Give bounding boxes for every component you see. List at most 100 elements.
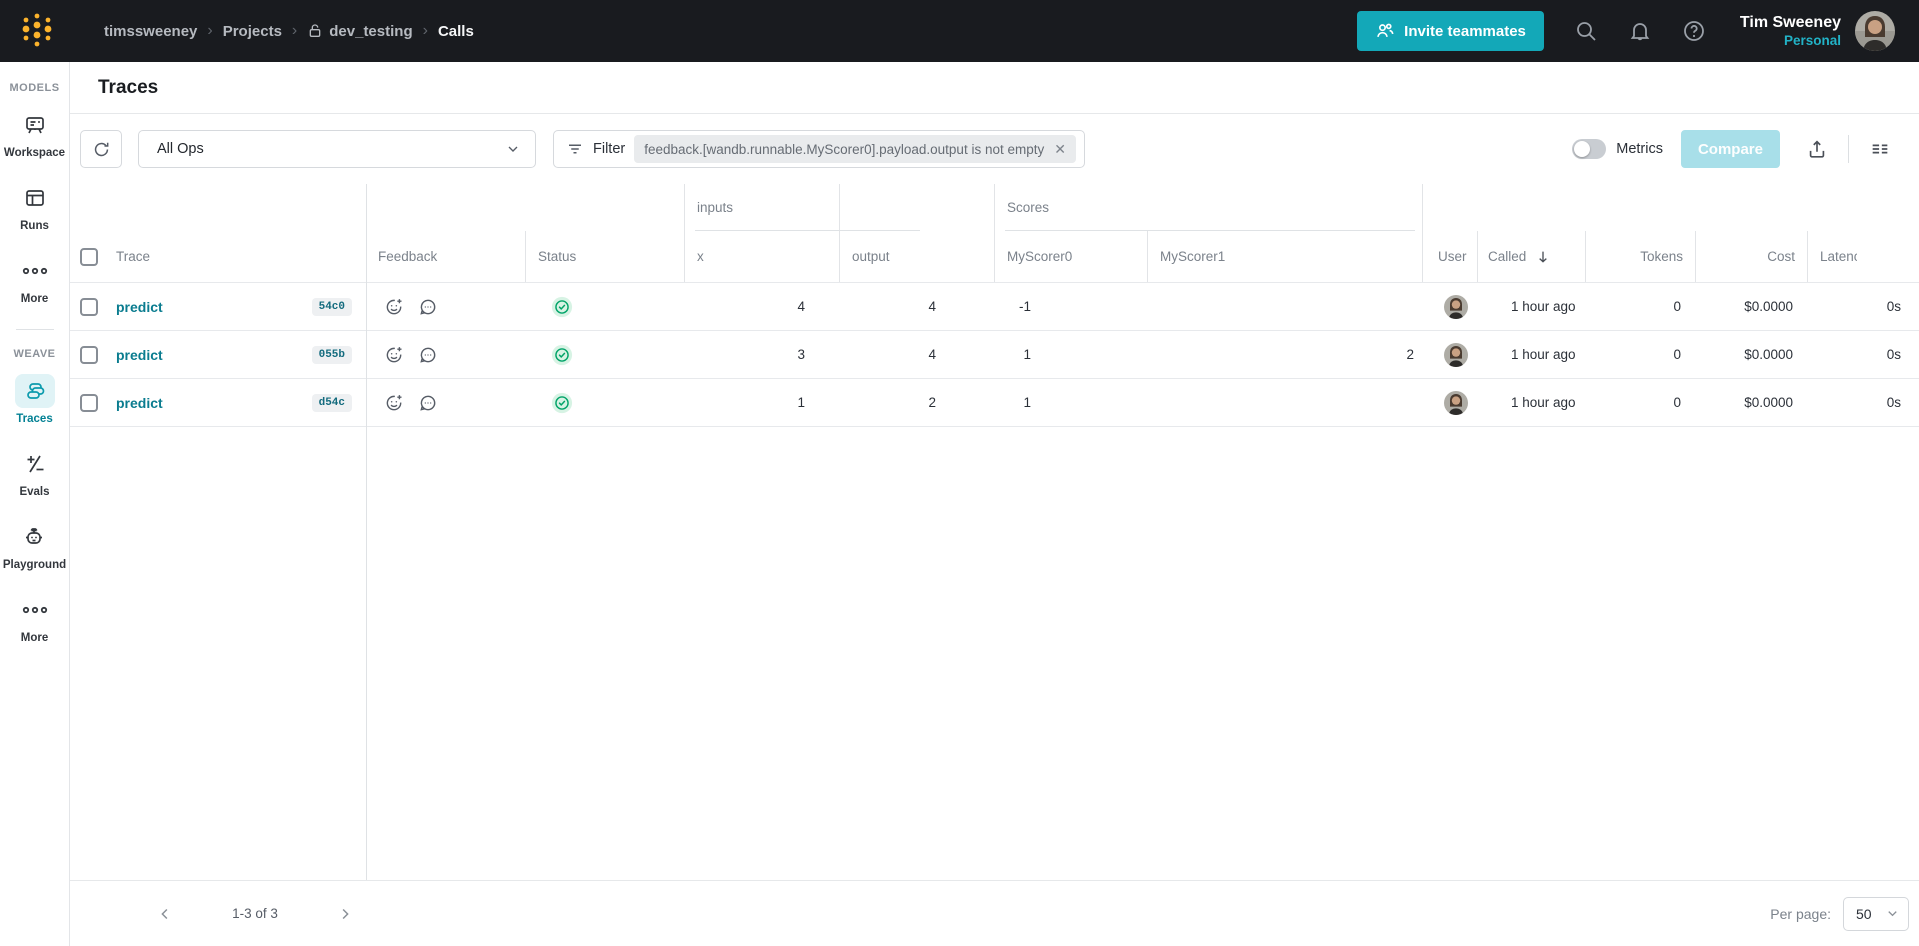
- cell-latency: 0s: [1886, 395, 1901, 410]
- filter-chip-remove-icon[interactable]: ✕: [1054, 140, 1066, 157]
- filter-chip[interactable]: feedback.[wandb.runnable.MyScorer0].payl…: [634, 135, 1076, 163]
- manage-columns-button[interactable]: [1865, 134, 1895, 164]
- op-filter-select[interactable]: All Ops: [138, 130, 536, 168]
- comment-icon[interactable]: [418, 345, 438, 365]
- column-header-x[interactable]: x: [684, 231, 839, 282]
- search-icon[interactable]: [1574, 19, 1598, 43]
- user-menu[interactable]: Tim Sweeney Personal: [1740, 13, 1841, 50]
- status-success-icon: [551, 392, 573, 413]
- cell-myscorer1: [1147, 379, 1422, 426]
- calls-toolbar: All Ops Filter feedback.[wandb.runnable.…: [70, 114, 1919, 184]
- select-all-checkbox[interactable]: [80, 247, 98, 266]
- next-page-button[interactable]: [330, 899, 360, 929]
- frozen-pane-divider[interactable]: [366, 184, 367, 880]
- cell-input-x: 4: [797, 299, 805, 314]
- runs-table-icon: [25, 190, 44, 206]
- column-header-tokens[interactable]: Tokens: [1585, 231, 1695, 282]
- refresh-button[interactable]: [80, 130, 122, 168]
- pagination-range: 1-3 of 3: [232, 906, 278, 921]
- column-header-output[interactable]: output: [839, 231, 994, 282]
- sidebar-section-models: MODELS: [9, 82, 60, 94]
- sidebar-item-traces[interactable]: Traces: [14, 374, 55, 425]
- cell-cost: $0.0000: [1744, 395, 1793, 410]
- breadcrumb-project[interactable]: dev_testing: [307, 23, 413, 40]
- trace-id-chip[interactable]: 055b: [311, 345, 352, 364]
- metrics-toggle[interactable]: [1572, 139, 1607, 159]
- table-row[interactable]: predict 54c0 4 4 -1 1 hour ago 0 $0.0000…: [70, 283, 1919, 331]
- add-reaction-icon[interactable]: [384, 393, 404, 413]
- traces-table: inputs Scores Trace Feedback Status x ou…: [70, 184, 1919, 880]
- table-row[interactable]: predict 055b 3 4 1 2 1 hour ago 0 $0.000…: [70, 331, 1919, 379]
- sidebar-item-evals[interactable]: Evals: [15, 447, 55, 498]
- compare-button[interactable]: Compare: [1680, 130, 1780, 168]
- table-row[interactable]: predict d54c 1 2 1 1 hour ago 0 $0.0000 …: [70, 379, 1919, 427]
- wandb-logo-icon[interactable]: [20, 11, 54, 51]
- column-header-latency[interactable]: Latency: [1807, 231, 1919, 282]
- sort-desc-arrow-icon[interactable]: [1535, 249, 1551, 265]
- lock-icon: [309, 24, 321, 37]
- filter-chip-text: feedback.[wandb.runnable.MyScorer0].payl…: [644, 141, 1045, 157]
- cell-tokens: 0: [1673, 299, 1681, 314]
- trace-link[interactable]: predict: [116, 394, 163, 411]
- trace-link[interactable]: predict: [116, 346, 163, 363]
- sidebar-item-runs[interactable]: Runs: [15, 181, 55, 232]
- column-header-myscorer0[interactable]: MyScorer0: [994, 231, 1147, 282]
- row-checkbox[interactable]: [80, 393, 98, 412]
- column-header-called[interactable]: Called: [1477, 231, 1585, 282]
- user-avatar: [1444, 294, 1468, 319]
- user-plan-label: Personal: [1783, 32, 1841, 48]
- refresh-icon: [94, 142, 108, 156]
- breadcrumb-entity[interactable]: timssweeney: [104, 22, 198, 40]
- filter-bar[interactable]: Filter feedback.[wandb.runnable.MyScorer…: [553, 130, 1085, 168]
- previous-page-button[interactable]: [150, 899, 180, 929]
- filter-icon: [569, 144, 581, 154]
- export-button[interactable]: [1802, 134, 1832, 164]
- notifications-bell-icon[interactable]: [1628, 19, 1652, 43]
- metrics-toggle-label: Metrics: [1616, 141, 1663, 157]
- cell-latency: 0s: [1886, 347, 1901, 362]
- cell-output: 2: [928, 395, 936, 410]
- column-header-user[interactable]: User: [1422, 231, 1477, 282]
- sidebar-item-playground[interactable]: Playground: [3, 520, 66, 571]
- add-reaction-icon[interactable]: [384, 297, 404, 317]
- trace-id-chip[interactable]: d54c: [311, 393, 352, 412]
- filter-label: Filter: [593, 141, 626, 157]
- sidebar-item-workspace[interactable]: Workspace: [4, 108, 65, 159]
- cell-input-x: 3: [797, 347, 805, 362]
- per-page-value: 50: [1856, 905, 1872, 922]
- cell-myscorer1: 2: [1406, 347, 1414, 362]
- column-group-header-row: inputs Scores: [70, 184, 1919, 231]
- chevron-down-icon: [1888, 911, 1897, 917]
- sidebar-item-models-more[interactable]: More: [15, 254, 55, 305]
- row-checkbox[interactable]: [80, 345, 98, 364]
- breadcrumb-projects[interactable]: Projects: [222, 22, 282, 40]
- column-header-trace[interactable]: Trace: [116, 249, 151, 264]
- status-success-icon: [551, 296, 573, 317]
- column-header-myscorer1[interactable]: MyScorer1: [1147, 231, 1422, 282]
- column-header-cost[interactable]: Cost: [1695, 231, 1807, 282]
- help-icon[interactable]: [1682, 19, 1706, 43]
- add-reaction-icon[interactable]: [384, 345, 404, 365]
- sidebar-item-weave-more[interactable]: More: [15, 593, 55, 644]
- comment-icon[interactable]: [418, 297, 438, 317]
- workspace-icon: [25, 117, 44, 134]
- row-checkbox[interactable]: [80, 297, 98, 316]
- per-page-select[interactable]: 50: [1843, 896, 1909, 931]
- more-dots-icon: [22, 267, 47, 275]
- comment-icon[interactable]: [418, 393, 438, 413]
- column-header-status[interactable]: Status: [525, 231, 684, 282]
- page-title: Traces: [98, 76, 159, 98]
- toolbar-divider: [1848, 135, 1849, 163]
- left-sidebar: MODELS Workspace Runs More WEAVE Traces …: [0, 62, 70, 946]
- trace-id-chip[interactable]: 54c0: [311, 297, 352, 316]
- invite-teammates-button[interactable]: Invite teammates: [1357, 11, 1544, 51]
- trace-link[interactable]: predict: [116, 298, 163, 315]
- sidebar-divider: [15, 329, 54, 330]
- cell-myscorer0: 1: [1023, 347, 1031, 362]
- chevron-down-icon: [508, 146, 518, 152]
- user-avatar[interactable]: [1855, 11, 1895, 51]
- column-header-feedback[interactable]: Feedback: [378, 249, 438, 264]
- user-avatar: [1444, 342, 1468, 367]
- group-header-inputs: inputs: [684, 184, 920, 231]
- column-header-row: Trace Feedback Status x output MyScorer0…: [70, 231, 1919, 283]
